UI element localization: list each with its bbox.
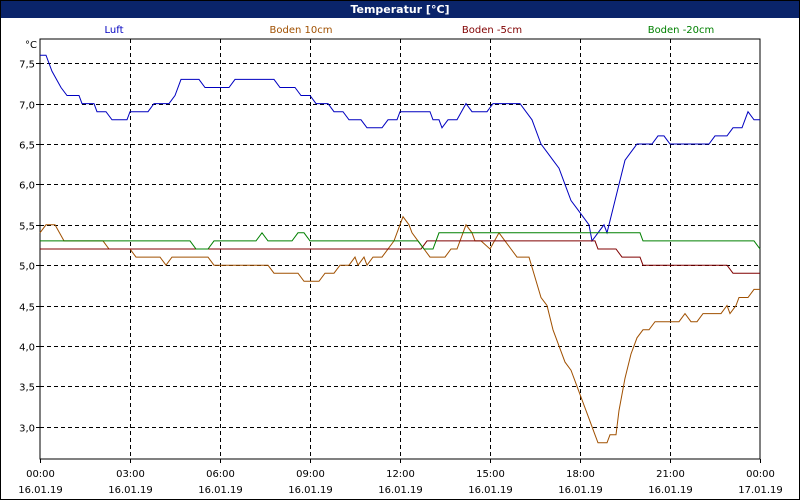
x-tick-time: 09:00: [296, 469, 325, 480]
y-tick-label: 4,0: [19, 343, 35, 354]
legend-luft: Luft: [104, 25, 124, 36]
x-tick-date: 17.01.19: [738, 485, 783, 496]
y-tick-label: 5,0: [19, 262, 35, 273]
series-line-boden-minus20cm: [40, 231, 761, 250]
window-title: Temperatur [°C]: [1, 1, 799, 18]
x-tick-time: 06:00: [206, 469, 235, 480]
y-tick-label: 3,5: [19, 383, 35, 394]
x-tick-time: 03:00: [116, 469, 145, 480]
y-tick-label: 7,5: [19, 60, 35, 71]
legend-boden-minus5cm: Boden -5cm: [461, 25, 523, 36]
x-tick-date: 16.01.19: [468, 485, 513, 496]
x-tick-time: 12:00: [386, 469, 415, 480]
y-tick-label: 6,5: [19, 141, 35, 152]
y-tick-label: 6,0: [19, 181, 35, 192]
series-line-boden-minus5cm: [40, 240, 760, 274]
x-tick-time: 18:00: [566, 469, 595, 480]
y-axis-unit: °C: [25, 40, 37, 51]
y-tick-label: 7,0: [19, 101, 35, 112]
series-line-luft: [40, 54, 760, 243]
x-tick-date: 16.01.19: [648, 485, 693, 496]
y-tick-label: 4,5: [19, 303, 35, 314]
x-tick-date: 16.01.19: [378, 485, 423, 496]
x-tick-time: 21:00: [656, 469, 685, 480]
y-tick-label: 5,5: [19, 222, 35, 233]
x-tick-date: 16.01.19: [18, 485, 63, 496]
x-tick-date: 16.01.19: [558, 485, 603, 496]
legend-boden-minus20cm: Boden -20cm: [647, 25, 715, 36]
x-tick-date: 16.01.19: [288, 485, 333, 496]
x-tick-date: 16.01.19: [108, 485, 153, 496]
x-tick-time: 00:00: [26, 469, 55, 480]
x-tick-time: 00:00: [746, 469, 775, 480]
legend-boden-10cm: Boden 10cm: [269, 25, 333, 36]
x-tick-time: 15:00: [476, 469, 505, 480]
x-tick-date: 16.01.19: [198, 485, 243, 496]
y-tick-label: 3,0: [19, 424, 35, 435]
